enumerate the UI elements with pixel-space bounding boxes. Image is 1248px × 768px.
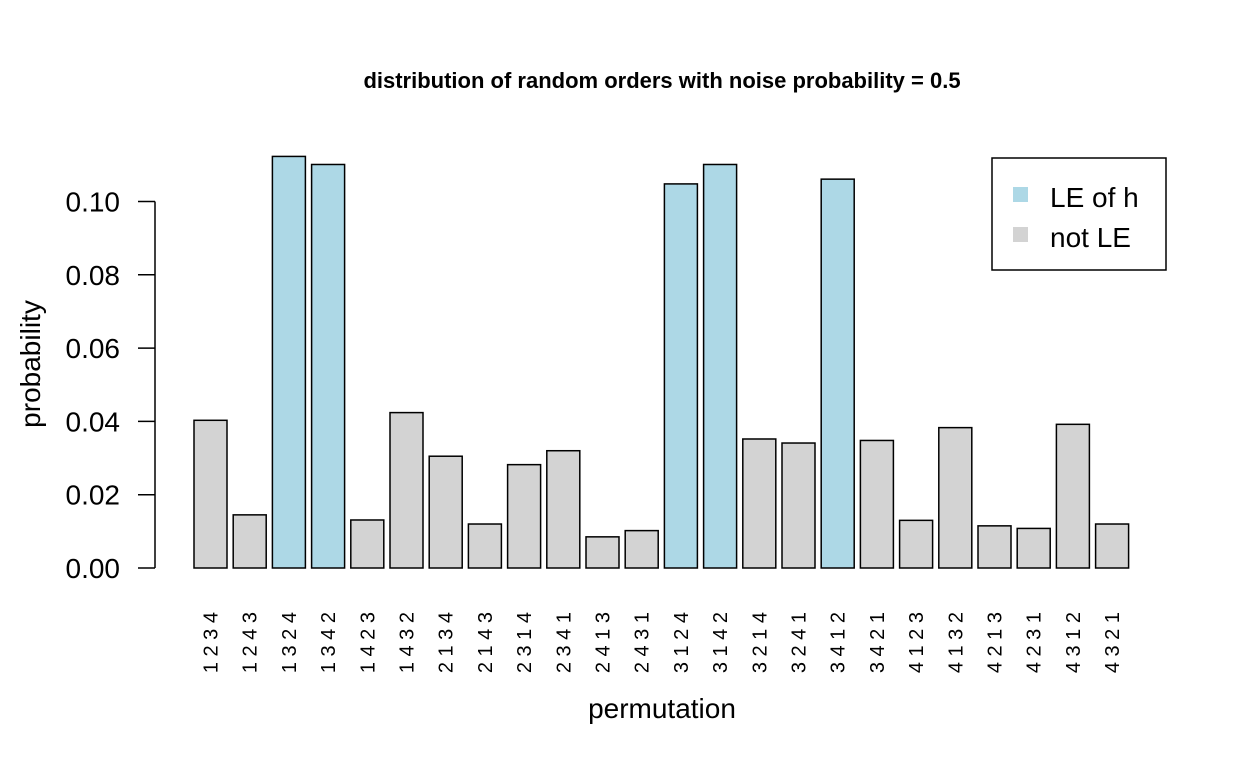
x-tick-label: 4 3 2 1 (1102, 612, 1124, 673)
x-tick-label: 4 1 3 2 (945, 612, 967, 673)
bar (350, 519, 385, 569)
bar (781, 442, 816, 569)
x-tick-label: 4 3 1 2 (1063, 612, 1085, 673)
x-tick-label: 2 3 1 4 (514, 612, 536, 673)
y-tick-label: 0.00 (66, 553, 121, 584)
x-tick-label: 2 4 1 3 (593, 612, 615, 673)
x-tick-label: 2 4 3 1 (632, 612, 654, 673)
legend-box (991, 157, 1167, 271)
x-axis-label: permutation (588, 693, 736, 724)
y-tick-label: 0.04 (66, 406, 121, 437)
legend: LE of h not LE (991, 157, 1167, 271)
bar (1094, 523, 1130, 569)
bar (938, 426, 973, 569)
x-tick-label: 1 4 2 3 (357, 612, 379, 673)
x-tick-labels: 1 2 3 4 1 2 4 3 1 3 2 4 1 3 4 2 1 4 2 3 1 4 3… (201, 612, 1125, 673)
x-tick-label: 4 1 2 3 (906, 612, 928, 673)
x-tick-label: 1 2 4 3 (240, 612, 262, 673)
bar (742, 438, 777, 569)
legend-swatch (1013, 227, 1028, 242)
bar (271, 155, 307, 569)
bar (977, 525, 1012, 569)
legend-label: LE of h (1050, 182, 1139, 213)
x-tick-label: 3 4 1 2 (828, 612, 850, 673)
x-tick-label: 3 2 4 1 (789, 612, 811, 673)
chart-title: distribution of random orders with noise… (363, 68, 960, 93)
x-tick-label: 4 2 3 1 (1024, 612, 1046, 673)
bar (232, 514, 267, 569)
x-tick-label: 4 2 1 3 (985, 612, 1007, 673)
x-tick-label: 3 2 1 4 (749, 612, 771, 673)
x-tick-label: 1 4 3 2 (397, 612, 419, 673)
y-tick-label: 0.10 (66, 187, 121, 218)
bar (506, 463, 542, 569)
bar (1055, 423, 1091, 569)
bar (193, 419, 228, 569)
bar (663, 183, 699, 569)
x-tick-label: 2 1 4 3 (475, 612, 497, 673)
bar (1016, 527, 1051, 569)
bar (467, 523, 503, 569)
legend-swatch (1013, 187, 1028, 202)
bar (702, 163, 738, 569)
x-tick-label: 1 3 2 4 (279, 612, 301, 673)
y-tick-label: 0.02 (66, 480, 121, 511)
x-tick-label: 2 1 3 4 (436, 612, 458, 673)
bar (859, 439, 895, 569)
y-tick-label: 0.06 (66, 333, 121, 364)
x-tick-label: 3 1 2 4 (671, 612, 693, 673)
bar (898, 519, 934, 569)
x-tick-label: 3 4 2 1 (867, 612, 889, 673)
x-tick-label: 3 1 4 2 (710, 612, 732, 673)
y-axis: 0.00 0.02 0.04 0.06 0.08 0.10 (66, 187, 156, 584)
bar (389, 411, 424, 569)
legend-label: not LE (1050, 222, 1131, 253)
y-tick-label: 0.08 (66, 260, 121, 291)
bars (193, 155, 1130, 569)
bar (820, 178, 855, 569)
bar (428, 455, 463, 569)
bar (546, 449, 581, 569)
x-tick-label: 1 2 3 4 (201, 612, 223, 673)
x-tick-label: 1 3 4 2 (318, 612, 340, 673)
bar (585, 536, 620, 569)
bar (624, 529, 659, 569)
bar (310, 163, 346, 569)
y-axis-label: probability (15, 300, 46, 428)
x-tick-label: 2 3 4 1 (553, 612, 575, 673)
